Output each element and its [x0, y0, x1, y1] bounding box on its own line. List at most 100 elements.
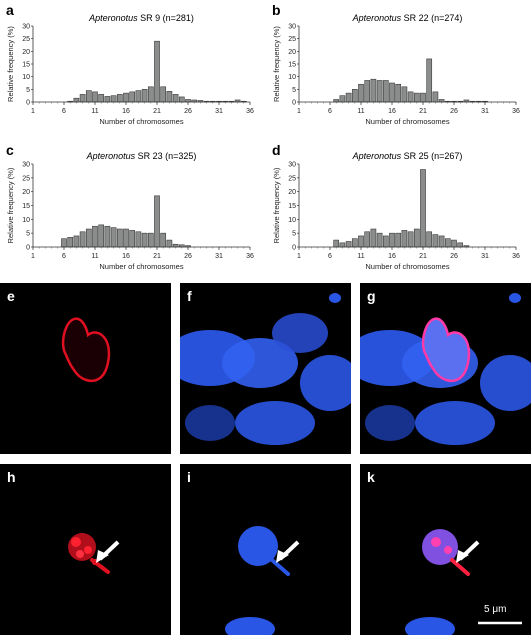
y-axis-label: Relative frequency (%) — [272, 167, 281, 243]
x-tick-label: 36 — [512, 253, 520, 260]
histogram-bar — [351, 89, 358, 103]
x-tick-label: 1 — [31, 253, 35, 260]
micrograph-k-image — [405, 529, 522, 635]
histogram-bar — [438, 235, 445, 248]
histogram-bar — [376, 232, 383, 248]
y-tick-label: 0 — [292, 245, 296, 252]
histogram-bar — [104, 225, 111, 248]
x-tick-label: 1 — [297, 253, 301, 260]
x-tick-label: 36 — [246, 108, 254, 115]
x-tick-label: 36 — [512, 108, 520, 115]
histogram-bar — [339, 95, 346, 103]
x-tick-label: 26 — [184, 108, 192, 115]
y-tick-label: 5 — [292, 231, 296, 238]
y-tick-label: 0 — [26, 100, 30, 107]
chart-title-rest: SR 22 (n=274) — [401, 13, 462, 23]
x-tick-label: 21 — [153, 108, 161, 115]
chart-title-rest: SR 23 (n=325) — [135, 151, 196, 161]
histogram-panel-a: a Apteronotus SR 9 (n=281) 0 5 10 15 20 25 30 1 6 1… — [0, 0, 266, 128]
panel-letter-a: a — [6, 2, 14, 18]
histogram-bar — [432, 91, 439, 103]
chart-title-species: Apteronotus — [352, 13, 402, 23]
histogram-bar — [85, 90, 92, 103]
histogram-bar — [67, 237, 74, 248]
histogram-bar — [166, 91, 173, 103]
x-tick-label: 6 — [62, 253, 66, 260]
y-tick-label: 20 — [288, 49, 296, 56]
panel-letter-h: h — [7, 469, 16, 485]
y-tick-label: 30 — [288, 24, 296, 31]
histogram-bar — [426, 58, 433, 103]
micrograph-h: h — [0, 464, 171, 635]
scale-bar-label: 5 μm — [484, 604, 507, 615]
y-tick-label: 30 — [22, 162, 30, 169]
x-axis-label: Number of chromosomes — [365, 117, 449, 126]
x-tick-label: 31 — [481, 108, 489, 115]
x-tick-label: 31 — [215, 253, 223, 260]
histogram-bar — [92, 225, 98, 248]
panel-letter-d: d — [272, 142, 281, 158]
histogram-bar — [395, 232, 402, 248]
histogram-bar — [426, 231, 433, 248]
x-tick-label: 31 — [481, 253, 489, 260]
histogram-bar — [79, 94, 86, 103]
panel-letter-k: k — [367, 469, 375, 485]
y-axis-label: Relative frequency (%) — [6, 167, 15, 243]
panel-letter-e: e — [7, 288, 15, 304]
histogram-bar — [104, 96, 111, 103]
micrograph-h-image — [68, 533, 120, 574]
histogram-bar — [79, 231, 86, 248]
panel-letter-f: f — [187, 288, 192, 304]
histogram-bar — [444, 238, 451, 248]
y-tick-label: 20 — [288, 189, 296, 196]
x-axis-label: Number of chromosomes — [99, 117, 183, 126]
histogram-bar — [432, 234, 439, 248]
micrograph-e-image — [61, 317, 111, 382]
x-tick-label: 11 — [357, 108, 364, 115]
y-tick-label: 5 — [26, 231, 30, 238]
x-tick-label: 6 — [328, 253, 332, 260]
x-axis-label: Number of chromosomes — [99, 262, 183, 271]
histogram-bar — [129, 230, 136, 248]
chart-title: Apteronotus SR 23 (n=325) — [86, 151, 197, 161]
histogram-bar — [135, 231, 142, 248]
histogram-panel-c: c Apteronotus SR 23 (n=325) 0 5 10 15 20 25 30 1 6… — [0, 140, 266, 274]
histogram-bar — [141, 89, 148, 103]
histogram-bar — [364, 231, 371, 248]
y-tick-label: 5 — [26, 87, 30, 94]
micrograph-g-image — [360, 293, 531, 445]
histogram-bar — [413, 228, 420, 248]
micrograph-f-image — [180, 293, 351, 445]
x-tick-label: 26 — [450, 108, 458, 115]
nucleus-red-outline-shape — [61, 317, 111, 382]
histogram-bar — [172, 94, 179, 103]
chart-title-species: Apteronotus — [352, 151, 402, 161]
y-tick-label: 15 — [288, 62, 296, 69]
histogram-bar — [358, 235, 364, 248]
y-tick-label: 30 — [288, 162, 296, 169]
y-tick-label: 25 — [288, 175, 296, 182]
histogram-bar — [345, 92, 352, 103]
chart-title: Apteronotus SR 9 (n=281) — [88, 13, 194, 23]
y-tick-label: 25 — [22, 36, 30, 43]
histogram-bar — [358, 83, 364, 103]
micrograph-g: g — [360, 283, 531, 454]
histogram-bar — [135, 90, 142, 103]
histogram-bar — [382, 80, 389, 103]
x-tick-label: 1 — [31, 108, 35, 115]
panel-letter-i: i — [187, 469, 191, 485]
histogram-bar — [451, 239, 457, 248]
micrograph-k: k 5 μm — [360, 464, 531, 635]
histogram-bar — [376, 80, 383, 103]
x-tick-label: 31 — [215, 108, 223, 115]
histogram-bar — [123, 92, 129, 103]
x-tick-label: 6 — [328, 108, 332, 115]
panel-letter-b: b — [272, 2, 281, 18]
histogram-bar — [147, 232, 154, 248]
y-axis-label: Relative frequency (%) — [6, 26, 15, 102]
chart-title-species: Apteronotus — [88, 13, 138, 23]
histogram-bar — [116, 228, 123, 248]
y-tick-label: 15 — [288, 203, 296, 210]
